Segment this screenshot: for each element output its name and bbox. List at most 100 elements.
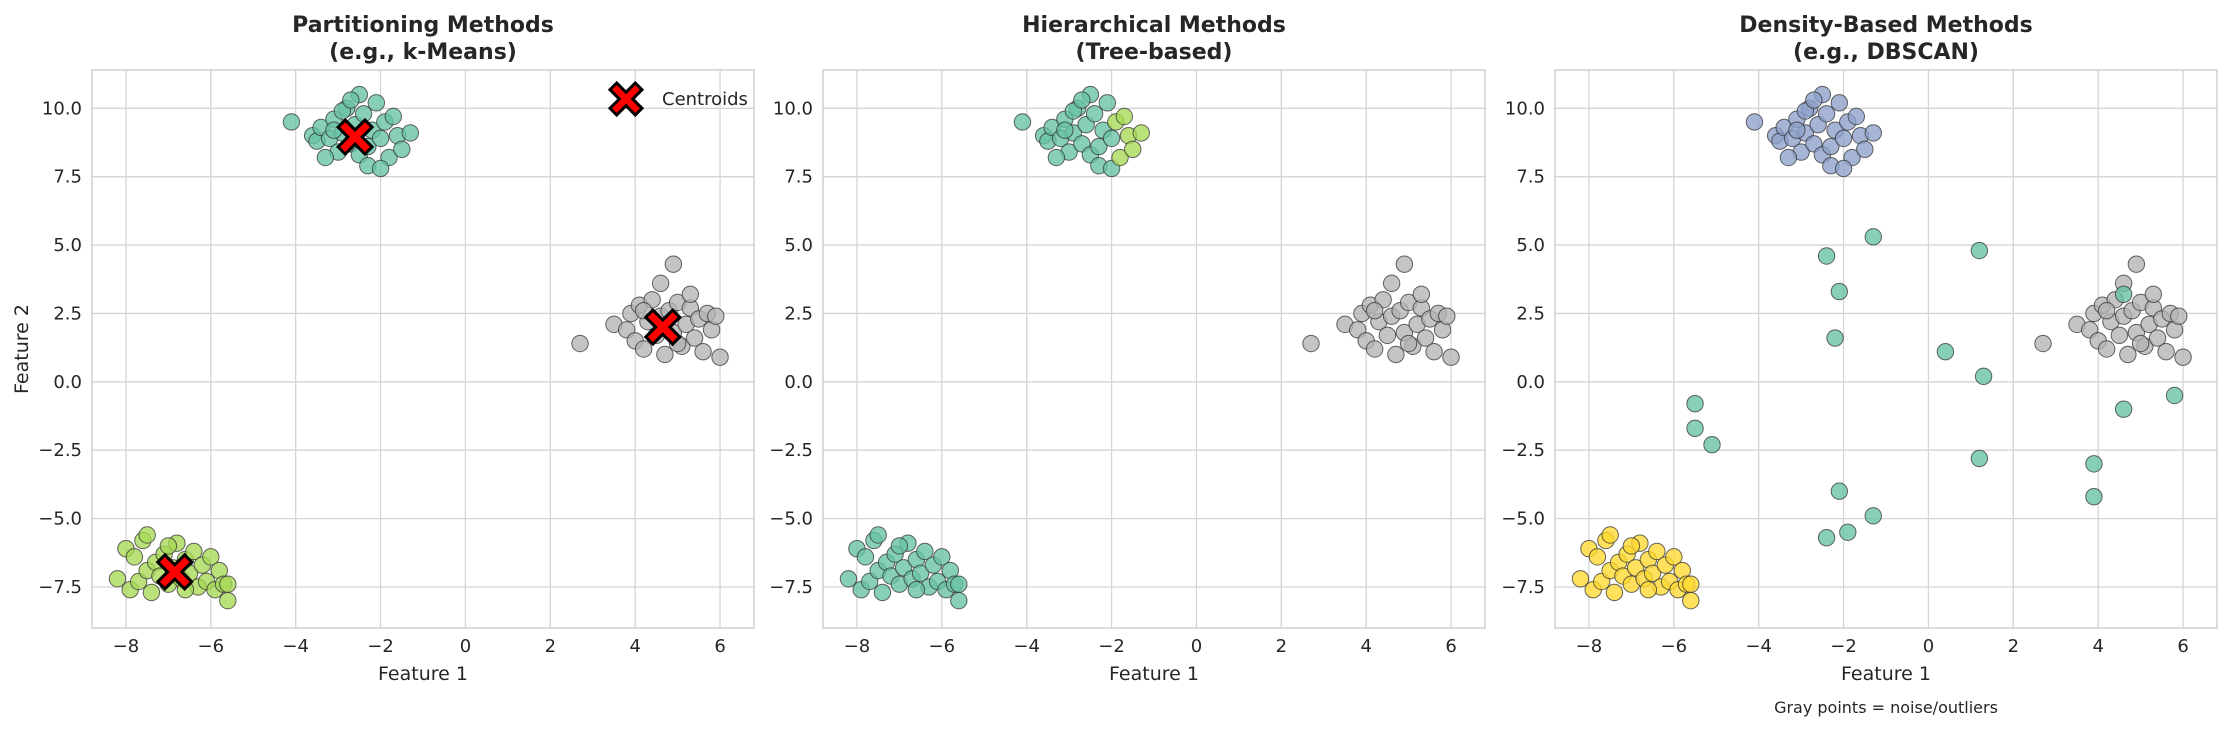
y-tick-label: 10.0 <box>1505 98 1545 119</box>
x-tick-label: 2 <box>545 636 556 657</box>
x-tick-label: −4 <box>1013 636 1040 657</box>
data-point <box>393 140 411 159</box>
data-point <box>1090 137 1108 156</box>
data-point <box>1822 137 1840 156</box>
data-point <box>1864 124 1882 142</box>
data-point <box>916 542 934 561</box>
data-point <box>1124 140 1142 159</box>
data-point <box>950 575 968 593</box>
data-point <box>1805 91 1823 109</box>
data-point <box>1365 340 1384 358</box>
y-tick-label: −2.5 <box>1501 440 1545 461</box>
data-point <box>890 537 909 555</box>
x-tick-label: −2 <box>1098 636 1125 657</box>
x-tick-label: −6 <box>929 636 956 657</box>
y-tick-label: 5.0 <box>784 235 813 256</box>
x-axis-label: Feature 1 <box>378 663 468 685</box>
data-point <box>1302 334 1320 353</box>
data-point <box>933 548 951 566</box>
data-point <box>1665 548 1683 566</box>
chart-title-line: (Tree-based) <box>1076 40 1233 65</box>
data-point <box>1745 113 1764 131</box>
data-point <box>907 581 926 599</box>
data-point <box>1382 274 1401 293</box>
x-tick-label: 6 <box>2177 636 2188 657</box>
x-axis-label: Feature 1 <box>1841 663 1931 685</box>
centroid-marker <box>155 552 194 592</box>
y-tick-label: 2.5 <box>784 303 813 324</box>
data-point <box>1425 343 1443 361</box>
data-point <box>401 124 419 142</box>
x-tick-label: −2 <box>367 636 394 657</box>
data-point <box>1856 140 1874 159</box>
x-tick-label: −4 <box>1745 636 1772 657</box>
centroid-marker <box>643 307 682 347</box>
data-point <box>185 542 203 561</box>
chart-title-line: (e.g., DBSCAN) <box>1793 40 1979 65</box>
legend-label: Centroids <box>662 89 748 110</box>
x-tick-label: −8 <box>844 636 871 657</box>
data-point <box>1839 523 1857 541</box>
x-tick-label: −4 <box>282 636 309 657</box>
y-tick-label: 5.0 <box>1516 235 1545 256</box>
data-point <box>202 548 220 566</box>
data-point <box>1682 575 1700 593</box>
chart-title-line: Hierarchical Methods <box>1022 13 1286 38</box>
data-point <box>1013 113 1032 131</box>
data-point <box>856 548 875 566</box>
data-point <box>869 526 887 544</box>
y-tick-label: −5.0 <box>769 509 813 530</box>
data-point <box>1970 449 1989 468</box>
y-tick-label: 7.5 <box>53 167 82 188</box>
data-point <box>1847 107 1865 126</box>
data-point <box>1639 581 1658 599</box>
y-tick-label: 10.0 <box>773 98 813 119</box>
data-point <box>342 91 360 109</box>
y-tick-label: −2.5 <box>769 440 813 461</box>
data-point <box>681 285 700 303</box>
data-point <box>1682 591 1700 610</box>
data-point <box>2034 334 2052 353</box>
data-point <box>1073 91 1091 109</box>
chart-title-line: Density-Based Methods <box>1739 13 2032 38</box>
x-tick-label: 2 <box>1276 636 1287 657</box>
x-tick-label: −2 <box>1830 636 1857 657</box>
x-tick-label: 4 <box>2092 636 2103 657</box>
y-tick-label: 2.5 <box>1516 303 1545 324</box>
data-point <box>2170 307 2188 325</box>
data-point <box>1365 302 1384 320</box>
data-point <box>1047 148 1066 167</box>
data-point <box>159 537 178 555</box>
data-point <box>1416 329 1435 347</box>
x-tick-label: −6 <box>198 636 225 657</box>
data-point <box>685 329 704 347</box>
data-point <box>1686 419 1704 438</box>
data-point <box>1648 542 1666 561</box>
data-point <box>1132 124 1150 142</box>
data-point <box>1779 148 1798 167</box>
data-point <box>1601 526 1619 544</box>
data-point <box>1438 307 1456 325</box>
chart-panel-3: −8 −6 −4 −2 0 2 4 6 −7.5 −5.0 −2.5 0.0 2.5 5.0 7.5 10.0… <box>1501 13 2218 717</box>
data-point <box>2165 386 2184 405</box>
data-point <box>1442 348 1460 366</box>
data-point <box>1387 345 1405 364</box>
data-point <box>707 307 725 325</box>
data-point <box>1643 564 1662 582</box>
data-point <box>839 570 858 588</box>
data-point <box>1974 367 1993 386</box>
data-point <box>1788 121 1806 139</box>
x-tick-label: 0 <box>1923 636 1934 657</box>
x-tick-label: −6 <box>1661 636 1688 657</box>
y-tick-label: −7.5 <box>1501 577 1545 598</box>
data-point <box>1817 105 1836 123</box>
y-tick-label: −2.5 <box>38 440 82 461</box>
data-point <box>911 564 930 582</box>
data-point <box>1395 255 1414 273</box>
x-tick-label: 0 <box>1191 636 1202 657</box>
data-point <box>1830 94 1849 112</box>
data-point <box>1412 285 1431 303</box>
x-tick-label: 4 <box>629 636 640 657</box>
x-tick-label: −8 <box>1576 636 1603 657</box>
